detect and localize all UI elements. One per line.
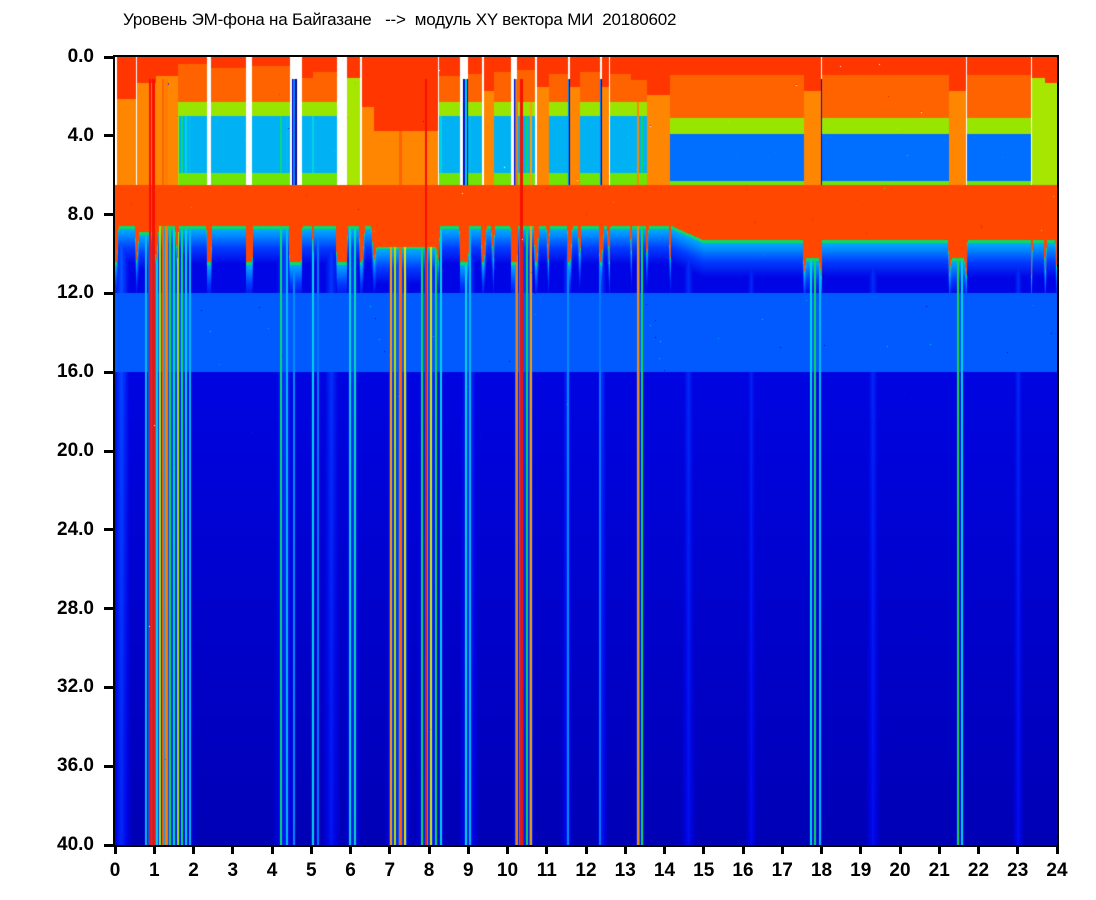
- x-axis-tick-label: 22: [967, 860, 990, 881]
- x-axis-tick-label: 16: [732, 860, 754, 881]
- plot-area: [113, 55, 1059, 847]
- x-axis-tick-label: 13: [614, 860, 636, 881]
- x-axis-tick-label: 20: [889, 860, 911, 881]
- y-axis-tick-label: 20.0: [57, 440, 94, 461]
- x-axis-tick: [506, 845, 509, 854]
- x-axis-tick: [309, 845, 313, 854]
- y-axis-tick-label: 32.0: [57, 676, 94, 698]
- x-axis-tick-label: 0: [109, 860, 121, 881]
- x-axis-tick-label: 4: [266, 860, 278, 881]
- x-axis-tick-label: 8: [423, 860, 435, 881]
- y-axis-tick-label: 16.0: [57, 361, 94, 383]
- y-axis-tick-label: 8.0: [67, 203, 94, 225]
- x-axis-tick: [780, 845, 784, 854]
- y-axis-tick: [104, 134, 113, 138]
- x-axis-tick: [820, 845, 823, 854]
- y-axis-tick: [104, 764, 113, 768]
- y-axis-tick: [104, 291, 113, 295]
- x-axis-tick-label: 21: [928, 860, 950, 881]
- x-axis-tick: [741, 845, 745, 854]
- y-axis-tick-label: 4.0: [67, 124, 94, 146]
- x-axis-tick-label: 19: [850, 860, 872, 881]
- x-axis-tick: [349, 845, 352, 854]
- x-axis-tick: [1055, 845, 1059, 854]
- y-axis-tick: [104, 607, 113, 611]
- x-axis-tick: [231, 845, 235, 854]
- x-axis-tick: [466, 845, 470, 854]
- y-axis-tick: [104, 528, 113, 532]
- x-axis-tick: [623, 845, 627, 854]
- x-axis-tick: [545, 845, 549, 854]
- y-axis-tick-label: 40.0: [57, 834, 94, 855]
- x-axis-tick: [663, 845, 666, 854]
- x-axis-tick-label: 5: [305, 860, 317, 881]
- x-axis-tick-label: 18: [810, 860, 833, 881]
- x-axis-tick: [113, 845, 117, 854]
- spectrogram-canvas: [115, 57, 1057, 845]
- y-axis-tick: [104, 370, 113, 374]
- y-axis-tick-label: 12.0: [57, 282, 94, 304]
- x-axis-tick-label: 9: [462, 860, 474, 881]
- x-axis-tick: [977, 845, 980, 854]
- x-axis-tick-label: 23: [1007, 860, 1029, 881]
- x-axis-tick-label: 6: [345, 860, 356, 881]
- y-axis-tick: [104, 55, 113, 59]
- x-axis-tick: [584, 845, 588, 854]
- x-axis-tick: [427, 845, 431, 854]
- x-axis-tick: [152, 845, 156, 854]
- x-axis-tick: [898, 845, 902, 854]
- x-axis-tick-label: 3: [227, 860, 239, 881]
- x-axis-tick-label: 11: [536, 860, 557, 881]
- y-axis-tick-label: 36.0: [57, 755, 94, 777]
- y-axis-tick: [104, 449, 113, 453]
- x-axis-tick: [192, 845, 195, 854]
- y-axis-tick-label: 0.0: [67, 46, 94, 67]
- x-axis-tick: [388, 845, 392, 854]
- x-axis-tick-label: 7: [384, 860, 396, 881]
- x-axis-tick-label: 17: [771, 860, 793, 881]
- x-axis-tick-label: 15: [693, 860, 715, 881]
- x-axis-tick-label: 12: [575, 860, 597, 881]
- y-axis-tick: [104, 843, 113, 847]
- x-axis-tick-label: 10: [496, 860, 519, 881]
- x-axis-tick-label: 24: [1046, 860, 1068, 881]
- x-axis-tick-label: 14: [653, 860, 676, 881]
- x-axis-tick-label: 2: [188, 860, 199, 881]
- x-axis-tick: [702, 845, 706, 854]
- x-axis-tick: [270, 845, 274, 854]
- x-axis-tick: [937, 845, 941, 854]
- y-axis-tick-label: 24.0: [57, 518, 94, 540]
- y-axis-tick-label: 28.0: [57, 597, 94, 619]
- x-axis-tick: [1016, 845, 1020, 854]
- chart-title: Уровень ЭМ-фона на Байгазане --> модуль …: [123, 10, 677, 29]
- x-axis-tick: [859, 845, 863, 854]
- y-axis-tick: [104, 685, 113, 689]
- y-axis-tick: [104, 213, 113, 217]
- x-axis-tick-label: 1: [148, 860, 160, 881]
